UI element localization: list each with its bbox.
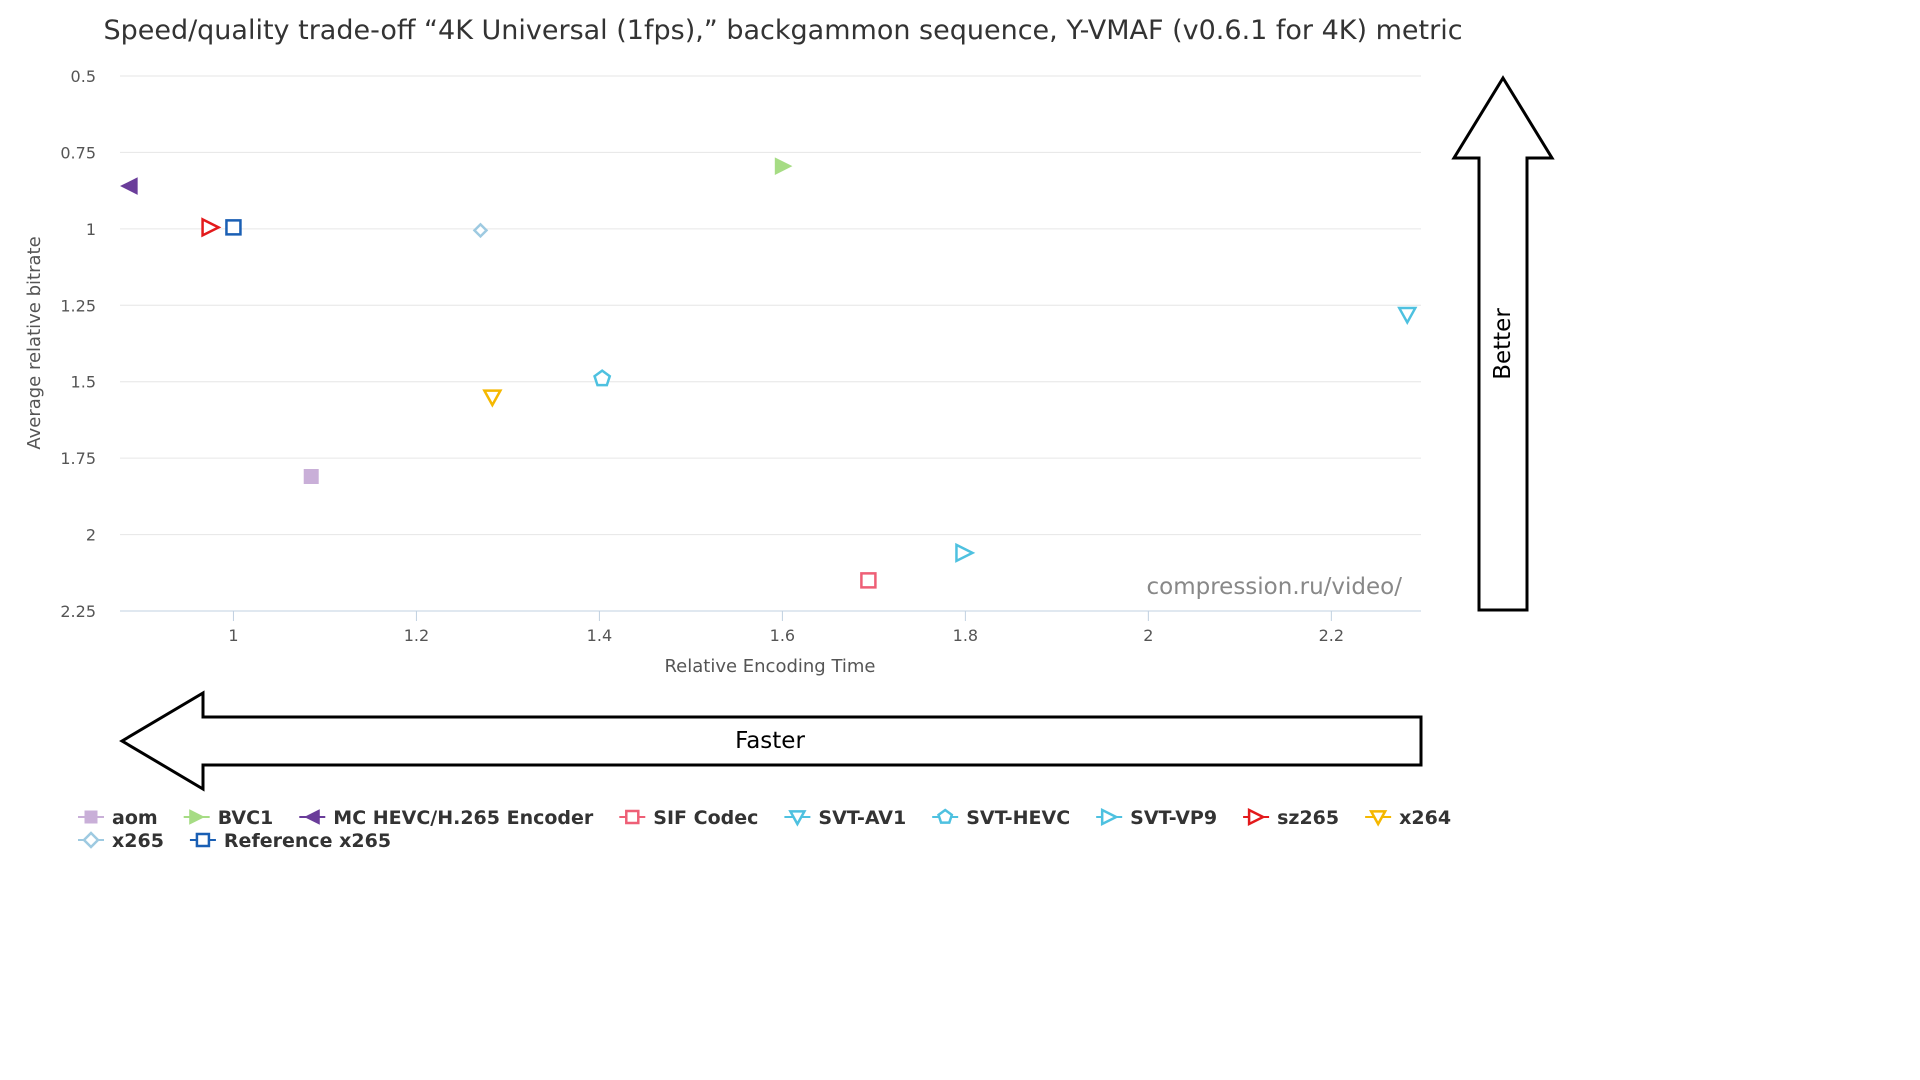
legend-item[interactable]: x265 xyxy=(78,830,164,852)
y-tick-label: 2.25 xyxy=(60,602,96,621)
legend-marker xyxy=(304,809,320,825)
legend-marker xyxy=(1247,807,1266,827)
legend-label: x264 xyxy=(1399,807,1451,829)
legend-marker xyxy=(788,810,807,827)
faster-label: Faster xyxy=(735,728,805,754)
x-tick-label: 1 xyxy=(228,626,238,645)
legend-label: BVC1 xyxy=(218,807,274,829)
data-point xyxy=(472,222,489,239)
x-tick-label: 2 xyxy=(1143,626,1153,645)
legend-marker xyxy=(189,809,205,825)
legend-item[interactable]: SIF Codec xyxy=(619,807,758,829)
legend-marker xyxy=(1100,807,1119,827)
legend-item[interactable]: aom xyxy=(78,807,158,829)
y-tick-label: 1.5 xyxy=(71,373,96,392)
y-tick-label: 2 xyxy=(86,526,96,545)
legend-item[interactable]: Reference x265 xyxy=(189,830,391,852)
legend-label: aom xyxy=(112,807,158,829)
legend: aom BVC1 MC HEVC/H.265 Encoder SIF Codec SVT… xyxy=(78,807,1451,852)
watermark-text: compression.ru/video/ xyxy=(1147,574,1403,600)
better-label: Better xyxy=(1490,308,1516,380)
data-point xyxy=(225,219,242,236)
legend-marker xyxy=(82,831,100,849)
legend-item[interactable]: sz265 xyxy=(1243,807,1339,829)
speed-quality-chart: Speed/quality trade-off “4K Universal (1… xyxy=(24,15,1555,852)
legend-label: SVT-HEVC xyxy=(966,807,1070,829)
x-tick-label: 1.6 xyxy=(770,626,795,645)
legend-item[interactable]: BVC1 xyxy=(183,807,274,829)
legend-marker xyxy=(1369,810,1388,827)
legend-label: x265 xyxy=(112,830,164,852)
x-axis-label: Relative Encoding Time xyxy=(664,656,875,677)
data-point xyxy=(1397,306,1418,326)
legend-marker xyxy=(625,809,640,825)
data-point xyxy=(482,389,503,408)
y-axis-tick-labels: 0.5 0.75 1 1.25 1.5 1.75 2 2.25 xyxy=(60,67,96,621)
data-point xyxy=(774,157,793,175)
legend-item[interactable]: x264 xyxy=(1365,807,1451,829)
x-axis-tick-labels: 1 1.2 1.4 1.6 1.8 2 2.2 xyxy=(228,611,1344,645)
x-tick-label: 1.8 xyxy=(953,626,978,645)
data-points xyxy=(120,157,1418,589)
y-tick-label: 0.75 xyxy=(60,143,96,162)
data-point xyxy=(201,217,222,238)
x-tick-label: 2.2 xyxy=(1319,626,1344,645)
y-tick-label: 1 xyxy=(86,220,96,239)
x-tick-label: 1.4 xyxy=(587,626,612,645)
data-point xyxy=(120,177,138,195)
y-tick-label: 1.25 xyxy=(60,296,96,315)
legend-label: SVT-AV1 xyxy=(818,807,906,829)
legend-item[interactable]: MC HEVC/H.265 Encoder xyxy=(299,807,594,829)
legend-label: Reference x265 xyxy=(224,830,391,852)
data-point xyxy=(303,468,319,484)
legend-label: MC HEVC/H.265 Encoder xyxy=(333,807,594,829)
x-tick-label: 1.2 xyxy=(404,626,429,645)
legend-item[interactable]: SVT-HEVC xyxy=(932,807,1070,829)
legend-label: SVT-VP9 xyxy=(1130,807,1217,829)
chart-title: Speed/quality trade-off “4K Universal (1… xyxy=(103,15,1462,46)
legend-marker xyxy=(195,832,211,848)
legend-label: SIF Codec xyxy=(653,807,758,829)
data-point xyxy=(593,369,612,387)
faster-arrow xyxy=(119,690,1423,792)
legend-marker xyxy=(937,808,954,824)
legend-item[interactable]: SVT-VP9 xyxy=(1096,807,1217,829)
grid-lines xyxy=(120,75,1421,612)
y-tick-label: 1.75 xyxy=(60,449,96,468)
legend-label: sz265 xyxy=(1277,807,1339,829)
y-axis-label: Average relative bitrate xyxy=(24,236,45,449)
data-point xyxy=(955,542,976,563)
legend-marker xyxy=(84,810,98,824)
legend-item[interactable]: SVT-AV1 xyxy=(784,807,906,829)
y-tick-label: 0.5 xyxy=(71,67,96,86)
data-point xyxy=(860,572,877,589)
better-arrow xyxy=(1451,75,1555,612)
